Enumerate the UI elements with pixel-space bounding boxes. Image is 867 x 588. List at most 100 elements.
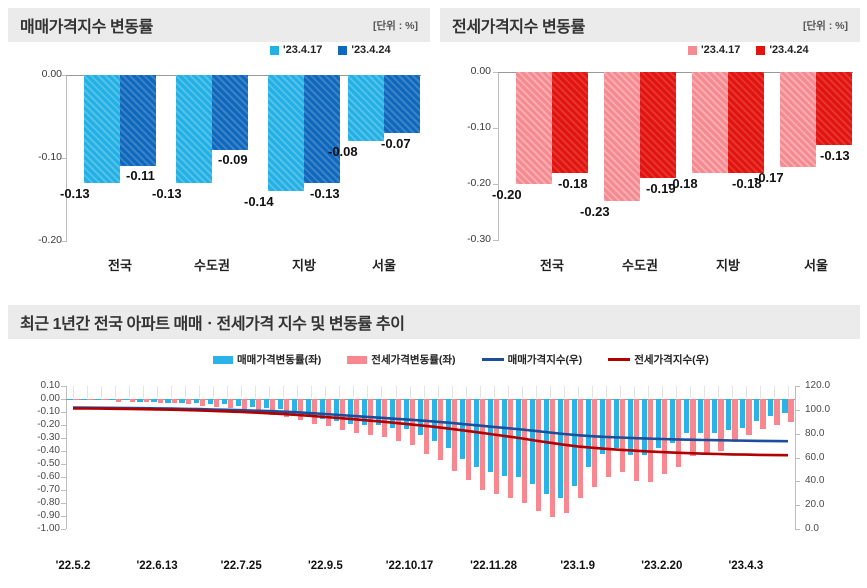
sale-tick-2 [61, 241, 67, 242]
legend-swatch-icon [756, 45, 766, 55]
trend-legend-item-3: 전세가격지수(우) [608, 352, 709, 367]
trend-bar-sale-42 [656, 399, 662, 449]
sale-bar-label-0-17: -0.13 [60, 186, 90, 201]
trend-bar-jeonse-32 [522, 399, 528, 503]
trend-legend-item-2: 매매가격지수(우) [481, 352, 582, 367]
trend-bar-sale-36 [572, 399, 578, 487]
trend-ytick-mark-left-8 [61, 490, 66, 491]
jeonse-bar-label-1-17: -0.23 [580, 204, 610, 219]
trend-bar-jeonse-18 [325, 399, 332, 427]
trend-line-sale-index [72, 406, 789, 443]
legend-swatch-icon [213, 355, 233, 364]
jeonse-bar-1-17 [604, 72, 640, 201]
trend-gridline [689, 386, 691, 398]
trend-bar-sale-10 [207, 399, 213, 405]
jeonse-tick-3 [493, 240, 499, 241]
trend-xtick-6: '23.1.9 [560, 560, 596, 572]
trend-bar-jeonse-17 [311, 399, 317, 424]
trend-bar-sale-19 [333, 399, 339, 422]
jeonse-bar-label-0-17: -0.20 [492, 187, 522, 202]
trend-bar-jeonse-47 [732, 399, 738, 442]
trend-bar-sale-47 [726, 399, 732, 431]
legend-swatch-icon [688, 45, 697, 55]
jeonse-chart-plot: 0.00 -0.10 -0.20 -0.30 -0.20 -0.18 전국 -0… [435, 0, 867, 290]
trend-bar-sale-21 [361, 399, 367, 425]
trend-ytick-mark-right-4 [795, 433, 800, 435]
sale-bar-label-2-24: -0.13 [310, 186, 340, 201]
jeonse-legend: '23.4.17 '23.4.24 [688, 44, 809, 56]
trend-bar-sale-28 [459, 399, 466, 459]
trend-bar-sale-38 [600, 399, 606, 454]
trend-xtick-5: '22.11.28 [470, 560, 518, 572]
trend-ytick-mark-left-3 [61, 425, 66, 426]
trend-bar-sale-7 [165, 399, 171, 403]
legend-swatch-icon [338, 45, 348, 55]
sale-bar-1-24 [212, 75, 248, 150]
trend-bar-sale-3 [109, 399, 115, 401]
trend-bar-jeonse-36 [578, 399, 584, 498]
trend-gridline [143, 386, 145, 398]
sale-bar-3-24 [384, 75, 420, 133]
trend-bar-sale-24 [403, 399, 409, 429]
sale-legend-item-1: '23.4.24 [338, 44, 391, 56]
trend-bar-sale-17 [305, 399, 311, 415]
trend-gridline [199, 386, 201, 398]
trend-gridline [283, 386, 285, 398]
trend-ytick-right-6: 120.0 [805, 380, 831, 391]
jeonse-bar-3-17 [780, 72, 816, 167]
trend-gridline [661, 386, 663, 398]
trend-ytick-mark-left-10 [61, 516, 66, 517]
trend-bar-sale-30 [487, 399, 494, 472]
trend-bar-sale-40 [628, 399, 634, 455]
trend-line-layer [72, 406, 789, 457]
trend-ytick-right-2: 40.0 [805, 475, 825, 487]
jeonse-bar-2-17 [692, 72, 728, 173]
trend-y-axis-left [66, 386, 67, 529]
trend-xtick-7: '23.2.20 [641, 560, 683, 572]
trend-bar-sale-37 [586, 399, 592, 467]
sale-legend-label-1: '23.4.24 [351, 44, 391, 56]
trend-gridline [241, 386, 243, 398]
trend-ytick-left-6: -0.50 [37, 458, 60, 469]
trend-bar-jeonse-31 [508, 399, 514, 498]
trend-bar-jeonse-7 [171, 399, 177, 403]
trend-legend: 매매가격변동률(좌) 전세가격변동률(좌) 매매가격지수(우) 전세가격지수(우… [213, 352, 709, 367]
trend-bar-jeonse-44 [690, 399, 696, 457]
sale-ytick-2: -0.20 [38, 234, 62, 246]
jeonse-tick-1 [493, 128, 499, 129]
sale-legend-label-0: '23.4.17 [283, 44, 323, 56]
trend-gridline [619, 386, 621, 398]
trend-bar-sale-11 [221, 399, 227, 405]
trend-bar-jeonse-3 [115, 399, 121, 402]
trend-bar-jeonse-28 [465, 399, 472, 480]
trend-bar-sale-51 [782, 399, 788, 414]
trend-gridline [591, 386, 593, 398]
jeonse-ytick-1: -0.10 [467, 121, 491, 133]
trend-gridline [549, 386, 551, 398]
trend-bar-jeonse-40 [634, 399, 640, 481]
sale-cat-3: 서울 [372, 258, 396, 273]
sale-legend: '23.4.17 '23.4.24 [270, 44, 391, 56]
trend-ytick-left-4: -0.30 [37, 432, 60, 443]
trend-bar-jeonse-12 [241, 399, 247, 410]
trend-gridline [788, 386, 789, 398]
trend-bar-sale-35 [558, 399, 564, 498]
legend-swatch-icon [270, 45, 279, 55]
trend-legend-item-0: 매매가격변동률(좌) [213, 352, 321, 367]
jeonse-tick-2 [493, 184, 499, 185]
jeonse-bar-2-24 [728, 72, 764, 173]
trend-ytick-right-4: 80.0 [805, 427, 825, 439]
trend-ytick-right-3: 60.0 [805, 451, 825, 463]
trend-bar-jeonse-46 [718, 399, 724, 451]
sale-bar-0-24 [120, 75, 156, 166]
trend-bar-jeonse-30 [494, 399, 500, 494]
trend-gridline [353, 386, 355, 398]
trend-ytick-left-8: -0.70 [37, 484, 60, 495]
jeonse-bar-label-0-24: -0.18 [558, 176, 588, 191]
trend-ytick-right-0: 0.0 [805, 523, 819, 534]
trend-bar-sale-15 [277, 399, 283, 410]
trend-bar-jeonse-5 [143, 399, 149, 402]
trend-gridline [395, 386, 397, 398]
sale-legend-item-0: '23.4.17 [270, 44, 322, 56]
